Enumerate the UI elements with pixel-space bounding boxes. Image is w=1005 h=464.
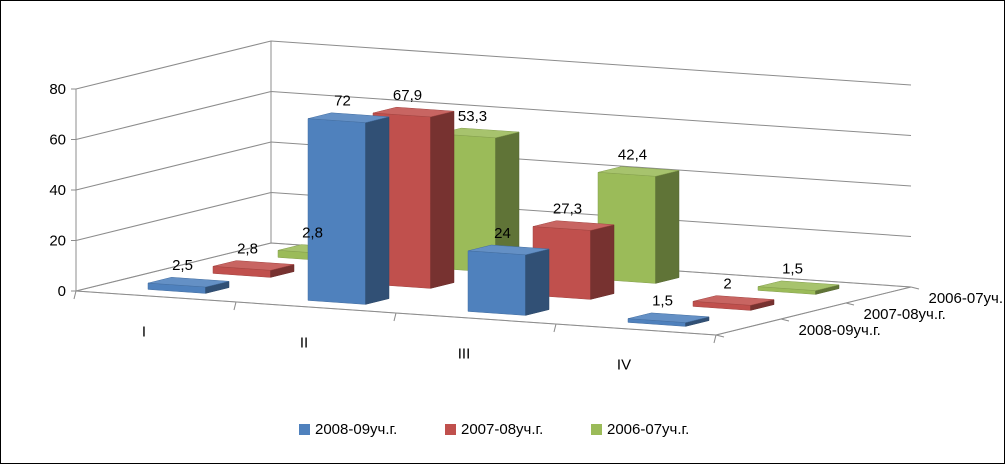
depth-tick-mark [910, 286, 920, 290]
y-tick-label: 80 [49, 81, 66, 98]
y-tick-label: 40 [49, 182, 66, 199]
bar-2008-09уч.г.-I [147, 277, 230, 294]
bar-2007-08уч.г.-IV [692, 295, 775, 311]
legend-label: 2007-08уч.г. [461, 421, 543, 438]
depth-axis [715, 286, 912, 336]
x-tick-mark [713, 334, 717, 344]
x-tick-label: II [300, 335, 308, 352]
data-label: 53,3 [458, 108, 487, 125]
x-tick-label: I [142, 324, 146, 341]
depth-label: 2008-09уч.г. [799, 322, 881, 339]
depth-tick-mark [715, 334, 725, 338]
legend-item-3: 2006-07уч.г. [591, 421, 689, 438]
y-tick-label: 60 [49, 132, 66, 149]
legend-swatch [299, 424, 310, 435]
data-label: 2,5 [172, 257, 193, 274]
bar-2007-08уч.г.-I [212, 260, 295, 278]
legend-item-2: 2007-08уч.г. [445, 421, 543, 438]
x-tick-mark [233, 301, 237, 311]
bar-2006-07уч.г.-IV [757, 280, 840, 295]
depth-label: 2007-08уч.г. [864, 306, 946, 323]
x-tick-mark [553, 323, 557, 333]
chart-axes: 020406080IIIIIIIV2008-09уч.г.2007-08уч.г… [49, 81, 1004, 374]
gridlines [75, 40, 912, 292]
legend-swatch [445, 424, 456, 435]
legend-label: 2006-07уч.г. [607, 421, 689, 438]
data-label: 2,8 [237, 240, 258, 257]
bar-2008-09уч.г.-II [307, 112, 390, 305]
data-label: 24 [494, 225, 511, 242]
legend-swatch [591, 424, 602, 435]
data-label: 2,8 [302, 224, 323, 241]
bar-2008-09уч.г.-III [467, 244, 550, 316]
legend-item-1: 2008-09уч.г. [299, 421, 397, 438]
data-label: 1,5 [652, 293, 673, 310]
legend-label: 2008-09уч.г. [315, 421, 397, 438]
data-label: 27,3 [553, 201, 582, 218]
depth-label: 2006-07уч.г. [929, 290, 1005, 307]
bar-2008-09уч.г.-IV [627, 312, 710, 327]
bars-layer [147, 106, 840, 327]
data-label: 2 [723, 275, 731, 292]
x-tick-mark [73, 290, 77, 300]
gridline-80 [75, 40, 912, 90]
labels-layer: 2,8 53,3 42,4 1,5 2,8 67,9 27,3 2 2,5 72 24 1,5 [172, 87, 803, 310]
x-tick-label: IV [617, 357, 631, 374]
depth-tick-mark [780, 318, 790, 322]
x-tick-mark [393, 312, 397, 322]
depth-tick-mark [845, 302, 855, 306]
legend: 2008-09уч.г. 2007-08уч.г. 2006-07уч.г. [299, 421, 689, 438]
data-label: 1,5 [782, 261, 803, 278]
data-label: 72 [334, 93, 351, 110]
data-label: 42,4 [618, 146, 647, 163]
y-tick-label: 0 [58, 283, 66, 300]
x-tick-label: III [458, 346, 471, 363]
y-tick-label: 20 [49, 233, 66, 250]
data-label: 67,9 [393, 87, 422, 104]
